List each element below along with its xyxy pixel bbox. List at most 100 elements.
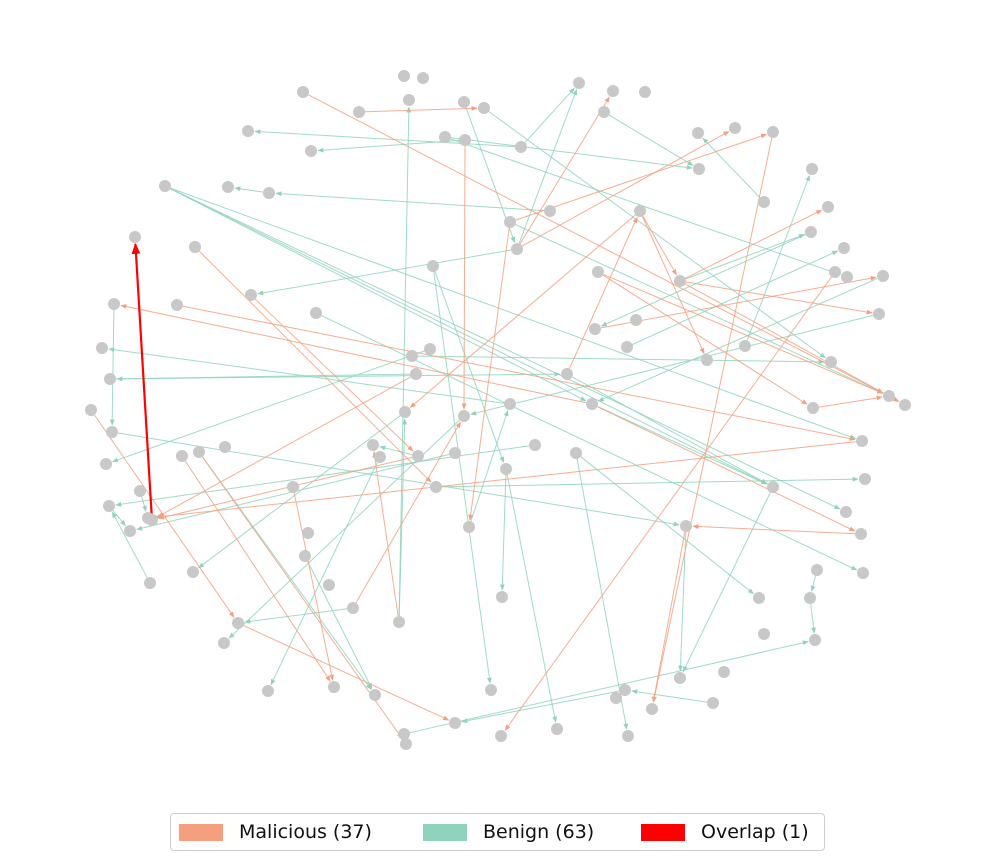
graph-node: [811, 564, 823, 576]
malicious-edge: [182, 305, 856, 441]
malicious-edge: [364, 105, 478, 113]
graph-node: [218, 637, 230, 649]
graph-node: [529, 439, 541, 451]
benign-edge: [600, 234, 806, 327]
benign-edge: [379, 445, 413, 456]
graph-node: [718, 666, 730, 678]
graph-node: [144, 577, 156, 589]
benign-edge: [810, 575, 816, 592]
graph-node: [838, 242, 850, 254]
legend-item-malicious: Malicious (37): [179, 821, 372, 843]
benign-edge: [398, 106, 412, 617]
benign-edge: [317, 139, 460, 153]
overlap-edge: [131, 242, 153, 515]
graph-node: [85, 404, 97, 416]
graph-node: [146, 514, 158, 526]
benign-edge: [170, 188, 768, 485]
graph-node: [449, 447, 461, 459]
graph-node: [825, 356, 837, 368]
benign-edge: [678, 531, 687, 672]
graph-node: [646, 703, 658, 715]
benign-edge: [257, 249, 512, 296]
graph-node: [417, 72, 429, 84]
graph-node: [193, 446, 205, 458]
graph-node: [634, 205, 646, 217]
benign-edge: [499, 474, 507, 591]
graph-node: [398, 728, 410, 740]
graph-node: [134, 485, 146, 497]
graph-node: [500, 463, 512, 475]
benign-edge: [117, 432, 680, 527]
legend: Malicious (37) Benign (63) Overlap (1): [170, 813, 825, 851]
malicious-edge: [243, 625, 450, 721]
graph-node: [297, 86, 309, 98]
graph-node: [856, 435, 868, 447]
graph-node: [592, 266, 604, 278]
graph-node: [410, 368, 422, 380]
benign-edge: [450, 138, 841, 276]
graph-node: [219, 441, 231, 453]
benign-edge: [631, 689, 708, 703]
benign-edge: [702, 137, 761, 199]
graph-node: [589, 323, 601, 335]
malicious-edge: [93, 414, 235, 618]
graph-node: [586, 398, 598, 410]
malicious-edge: [154, 441, 857, 520]
benign-edge: [572, 376, 768, 485]
graph-node: [630, 314, 642, 326]
edges-layer: [93, 87, 900, 739]
benign-edge: [417, 355, 825, 365]
benign-edge: [112, 510, 126, 527]
graph-node: [857, 567, 869, 579]
graph-node: [806, 163, 818, 175]
graph-node: [829, 266, 841, 278]
graph-node: [302, 527, 314, 539]
graph-node: [495, 730, 507, 742]
benign-edge: [746, 174, 810, 341]
graph-node: [544, 205, 556, 217]
graph-node: [639, 86, 651, 98]
benign-edge: [141, 496, 147, 512]
overlap-swatch: [641, 823, 685, 841]
graph-node: [369, 689, 381, 701]
benign-edge: [170, 188, 587, 402]
benign-edge: [461, 690, 620, 724]
malicious-edge: [569, 216, 638, 369]
graph-node: [809, 634, 821, 646]
graph-node: [393, 616, 405, 628]
malicious-edge: [600, 275, 877, 329]
graph-node: [855, 528, 867, 540]
graph-node: [804, 592, 816, 604]
malicious-edge: [651, 531, 686, 703]
benign-edge: [170, 187, 856, 440]
graph-node: [758, 196, 770, 208]
graph-node: [621, 341, 633, 353]
graph-node: [96, 342, 108, 354]
malicious-edge: [642, 215, 677, 276]
graph-node: [347, 602, 359, 614]
benign-edge: [409, 640, 809, 734]
graph-node: [427, 260, 439, 272]
malicious-edge: [120, 304, 587, 404]
benign-edge: [112, 350, 425, 463]
benign-edge: [580, 456, 754, 595]
benign-edge: [506, 474, 558, 723]
benign-edge: [608, 114, 694, 166]
malicious-edge: [254, 298, 414, 452]
legend-item-benign: Benign (63): [423, 821, 594, 843]
benign-edge: [111, 511, 148, 578]
graph-node: [232, 617, 244, 629]
graph-node: [187, 566, 199, 578]
graph-node: [515, 141, 527, 153]
benign-edge: [518, 89, 578, 244]
graph-node: [883, 390, 895, 402]
malicious-edge: [184, 460, 331, 682]
graph-node: [449, 717, 461, 729]
nodes-layer: [85, 70, 911, 750]
malicious-edge: [685, 209, 823, 279]
malicious-edge: [372, 451, 399, 617]
graph-node: [458, 410, 470, 422]
legend-item-overlap: Overlap (1): [641, 821, 809, 843]
graph-node: [403, 94, 415, 106]
malicious-edge: [504, 276, 832, 731]
